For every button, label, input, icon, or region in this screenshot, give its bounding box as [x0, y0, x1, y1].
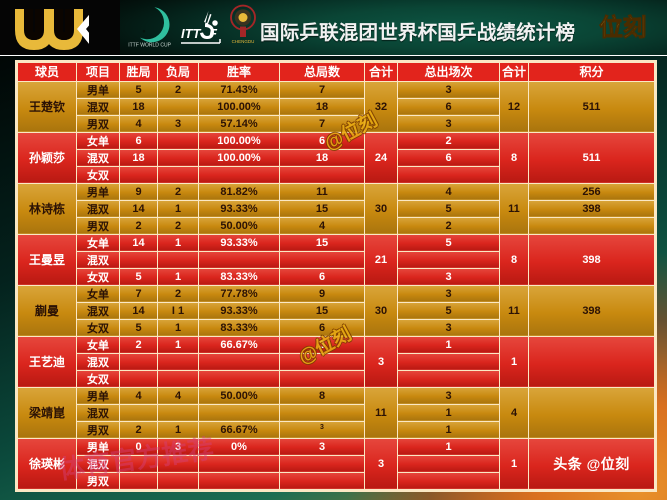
svg-text:CHENGDU: CHENGDU	[232, 39, 255, 44]
svg-text:位刻: 位刻	[599, 13, 646, 41]
svg-text:ITT: ITT	[181, 26, 202, 41]
svg-text:ITTF WORLD CUP: ITTF WORLD CUP	[128, 42, 171, 48]
svg-text:F: F	[209, 26, 218, 41]
